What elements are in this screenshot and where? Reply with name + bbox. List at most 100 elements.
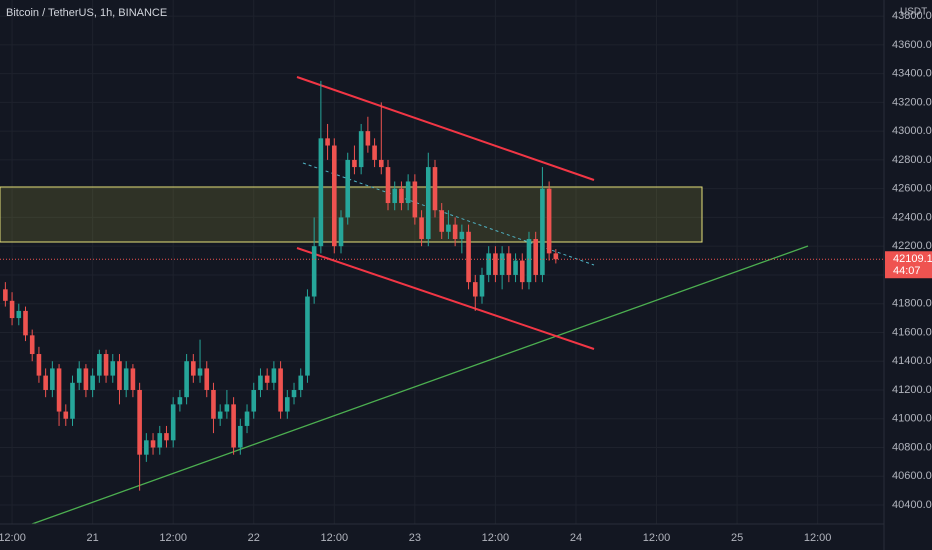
candles — [0, 80, 884, 491]
y-tick-label: 41400.00 — [892, 355, 932, 367]
candle-body — [217, 411, 223, 419]
candle-body — [298, 375, 304, 390]
candle-body — [264, 375, 270, 383]
candle-body — [378, 159, 384, 168]
candle-body — [392, 188, 398, 204]
candle-body — [432, 167, 438, 211]
candle-body — [244, 411, 250, 426]
candle-body — [352, 159, 357, 168]
x-tick-label: 21 — [87, 532, 99, 544]
candle-body — [130, 368, 136, 390]
trend-line-upper — [296, 76, 595, 181]
candle-body — [43, 375, 48, 390]
candle-body — [137, 389, 142, 455]
candle-body — [231, 404, 236, 448]
candle-body — [258, 375, 263, 390]
y-tick-label: 41200.00 — [892, 384, 932, 396]
candle-body — [546, 188, 552, 254]
x-tick-label: 22 — [248, 532, 260, 544]
y-tick-label: 40400.00 — [892, 499, 932, 511]
candle-body — [493, 253, 498, 275]
candle-body — [405, 181, 411, 204]
candle-body — [533, 238, 538, 275]
candle-body — [278, 368, 283, 412]
candle-body — [486, 253, 492, 275]
candle-body — [472, 282, 478, 297]
candle-body — [452, 224, 458, 239]
candle-body — [399, 188, 404, 204]
trend-line-green — [31, 245, 809, 525]
candle-body — [526, 238, 532, 283]
candle-body — [97, 354, 102, 376]
candle-body — [372, 145, 377, 160]
x-tick-label: 12:00 — [643, 532, 671, 544]
x-tick-label: 12:00 — [321, 532, 349, 544]
currency-label: USDT — [900, 7, 927, 18]
candle-body — [170, 404, 176, 441]
candle-body — [318, 138, 324, 247]
x-tick-label: 12:00 — [804, 532, 832, 544]
candle-body — [459, 231, 465, 239]
candle-body — [56, 368, 62, 412]
candle-body — [9, 300, 15, 319]
countdown-label: 44:07 — [893, 265, 921, 277]
y-tick-label: 41800.00 — [892, 298, 932, 310]
candle-body — [23, 310, 28, 336]
candle-body — [110, 361, 116, 376]
trend-line-lower — [296, 247, 595, 350]
candle-body — [439, 210, 445, 232]
candle-body — [16, 310, 22, 319]
candle-body — [479, 274, 485, 297]
candle-body — [425, 167, 431, 239]
candle-body — [117, 361, 122, 390]
x-tick-label: 12:00 — [159, 532, 187, 544]
candle-body — [365, 131, 371, 146]
candle-body — [103, 354, 109, 376]
candle-body — [204, 368, 210, 390]
candle-body — [191, 361, 196, 376]
x-tick-label: 23 — [409, 532, 421, 544]
candle-body — [419, 217, 424, 239]
candle-body — [446, 224, 451, 232]
candle-body — [50, 368, 55, 390]
y-tick-label: 43200.00 — [892, 96, 932, 108]
x-tick-label: 12:00 — [482, 532, 510, 544]
candle-body — [157, 433, 163, 448]
x-tick-label: 25 — [731, 532, 743, 544]
candle-body — [553, 253, 559, 260]
candle-body — [540, 188, 545, 275]
y-tick-label: 43600.00 — [892, 39, 932, 51]
candle-body — [345, 159, 351, 218]
candle-body — [251, 389, 257, 412]
candle-body — [90, 375, 95, 390]
chart-title: Bitcoin / TetherUS, 1h, BINANCE — [6, 7, 167, 19]
y-tick-label: 43000.00 — [892, 125, 932, 137]
candle-body — [184, 361, 189, 398]
candle-body — [506, 253, 512, 275]
candle-body — [3, 289, 8, 301]
candle-body — [513, 260, 518, 275]
candle-body — [238, 425, 243, 448]
axis-labels: 40400.00 40600.00 40800.00 41000.00 41200.00… — [0, 10, 932, 544]
candle-body — [291, 389, 297, 398]
candle-body — [385, 167, 391, 204]
candle-body — [211, 389, 216, 419]
candle-body — [83, 368, 89, 390]
candle-body — [29, 335, 35, 355]
candle-body — [63, 411, 69, 419]
candle-body — [123, 368, 129, 390]
candle-body — [311, 246, 317, 297]
x-tick-label: 24 — [570, 532, 582, 544]
candle-body — [164, 433, 169, 441]
candle-body — [519, 260, 525, 283]
candle-body — [285, 397, 290, 412]
candle-body — [197, 368, 203, 376]
candle-body — [331, 145, 337, 247]
y-tick-label: 41600.00 — [892, 326, 932, 338]
last-price-tag — [885, 251, 932, 279]
candle-body — [466, 231, 471, 283]
y-tick-label: 43800.00 — [892, 10, 932, 22]
x-tick-label: 12:00 — [0, 532, 26, 544]
